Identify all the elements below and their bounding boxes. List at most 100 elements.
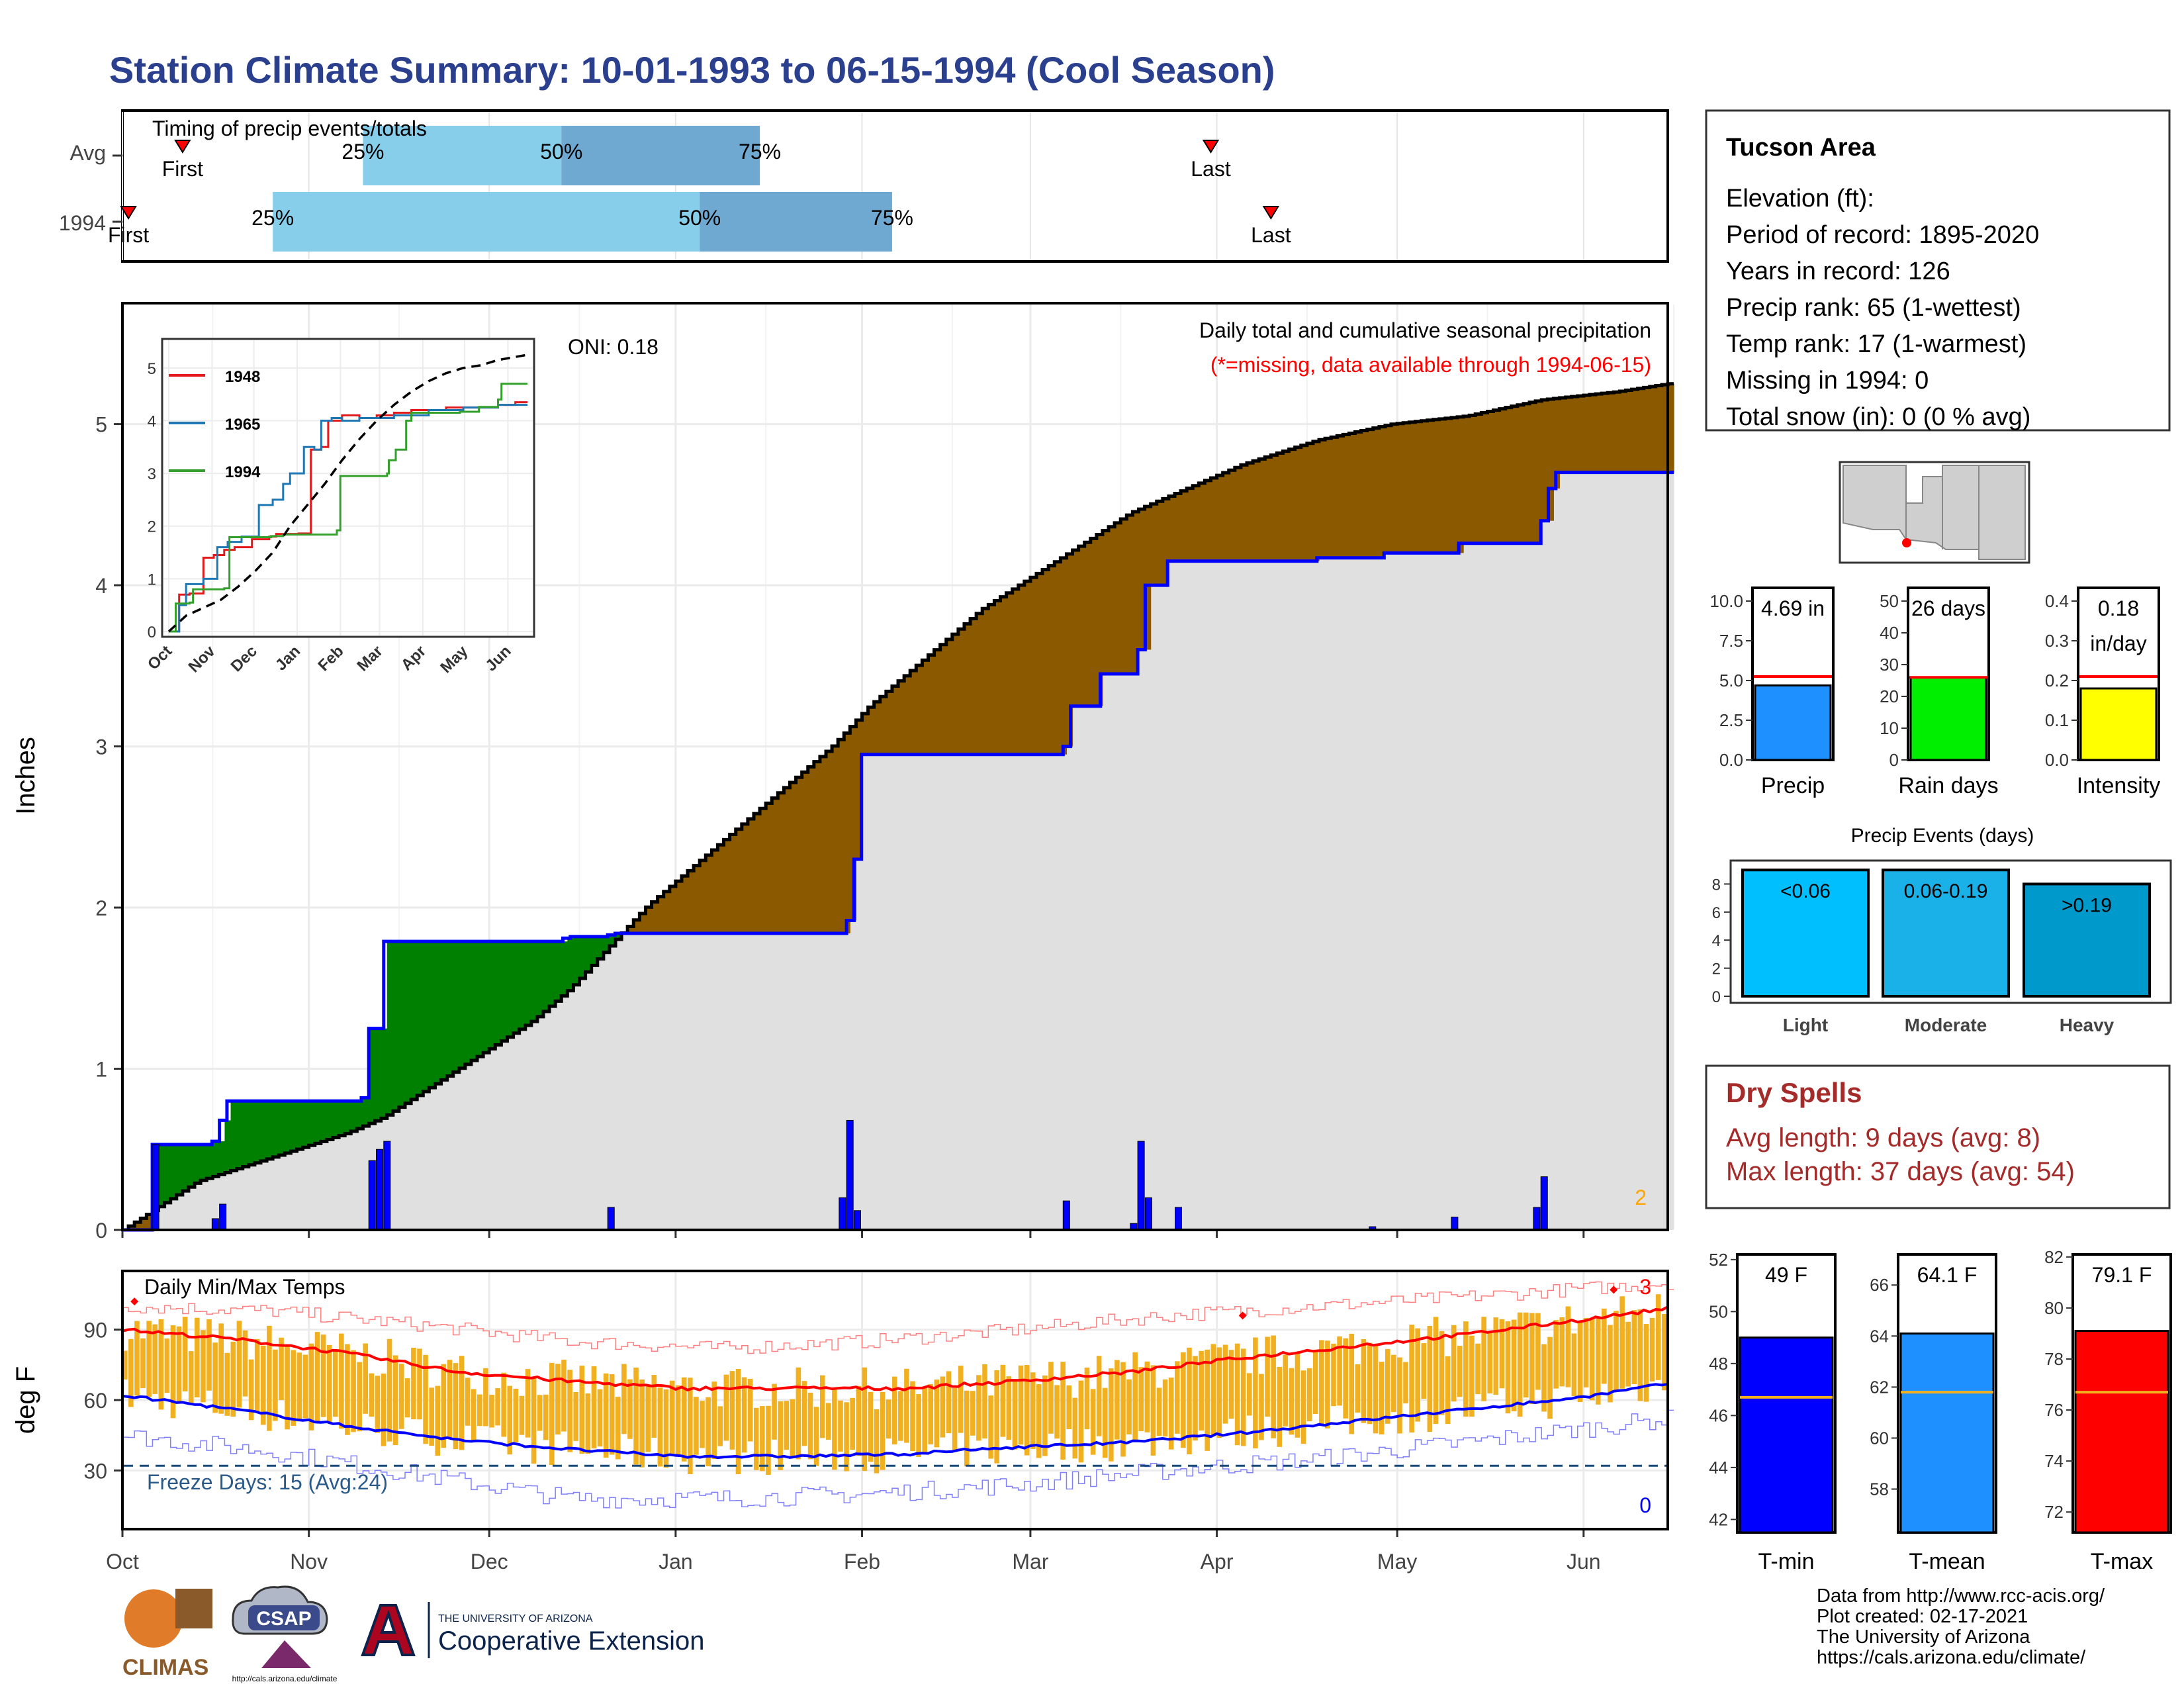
event-bar-label: <0.06 — [1780, 880, 1831, 902]
precip-panel: 0 1 2 3 4 5 Inches Daily total and cumulative… — [11, 302, 1675, 1243]
event-tick-label: 6 — [1712, 904, 1721, 922]
surplus-fill — [218, 1141, 226, 1175]
summary-value-label: 49 F — [1765, 1263, 1807, 1287]
daily-temp-bar — [1547, 1336, 1553, 1419]
daily-temp-bar — [741, 1377, 747, 1453]
daily-temp-bar — [1565, 1306, 1571, 1387]
deficit-fill — [826, 751, 833, 933]
surplus-fill — [236, 1101, 244, 1169]
deficit-fill — [657, 896, 664, 933]
precip-ytick-label: 0 — [95, 1219, 107, 1243]
daily-temp-bar — [603, 1373, 609, 1458]
daily-precip-bar — [152, 1144, 159, 1231]
summary-tick-label: 66 — [1870, 1275, 1889, 1295]
surplus-fill — [459, 941, 466, 1068]
inset-ytick-label: 0 — [148, 624, 156, 641]
deficit-fill — [784, 787, 791, 933]
daily-temp-bar — [1234, 1343, 1240, 1446]
daily-temp-bar — [363, 1343, 369, 1414]
event-category-label: Heavy — [2060, 1015, 2115, 1035]
deficit-fill — [1048, 565, 1055, 755]
daily-temp-bar — [501, 1372, 506, 1437]
summary-bar-t-min — [1739, 1336, 1834, 1534]
surplus-fill — [188, 1144, 195, 1188]
daily-temp-bar — [1608, 1325, 1613, 1403]
deficit-fill — [880, 696, 887, 755]
deficit-fill — [1247, 463, 1253, 561]
event-category-label: Light — [1783, 1015, 1828, 1035]
surplus-fill — [302, 1101, 310, 1148]
summary-tick-label: 48 — [1709, 1354, 1728, 1374]
daily-temp-bar — [152, 1324, 158, 1394]
timing-panel: 25% 50% 75% First Last 25% 50% 75% First Last Tim… — [59, 109, 1669, 263]
deficit-fill — [753, 814, 760, 933]
temp-month-label: May — [1377, 1550, 1417, 1573]
deficit-fill — [801, 772, 809, 933]
timing-pct-label: 75% — [871, 206, 913, 230]
daily-temp-bar — [164, 1338, 170, 1393]
deficit-fill — [1150, 504, 1158, 586]
daily-temp-bar — [314, 1332, 320, 1423]
deficit-fill — [1451, 417, 1458, 553]
deficit-fill — [1277, 453, 1284, 561]
summary-tick-label: 0.1 — [2045, 710, 2069, 730]
daily-temp-bar — [1259, 1374, 1264, 1440]
timing-pct-label: 50% — [540, 140, 582, 164]
daily-temp-bar — [1174, 1361, 1180, 1434]
deficit-fill — [886, 691, 893, 755]
surplus-fill — [212, 1141, 219, 1177]
daily-temp-bar — [891, 1376, 897, 1445]
info-line: Years in record: 126 — [1726, 258, 1950, 285]
surplus-fill — [561, 941, 568, 996]
daily-temp-bar — [519, 1395, 525, 1435]
daily-temp-bar — [1661, 1313, 1667, 1391]
daily-temp-bar — [621, 1364, 627, 1434]
deficit-fill — [807, 767, 815, 933]
daily-precip-bar — [211, 1218, 219, 1231]
deficit-fill — [1120, 518, 1127, 674]
deficit-fill — [1499, 408, 1506, 543]
deficit-fill — [747, 818, 754, 933]
surplus-fill — [567, 938, 574, 991]
deficit-fill — [1132, 511, 1140, 674]
summary-value-label: 79.1 F — [2092, 1263, 2152, 1287]
surplus-fill — [345, 1101, 351, 1134]
daily-temp-bar — [1331, 1343, 1336, 1407]
deficit-fill — [1337, 436, 1343, 558]
daily-temp-bar — [934, 1380, 940, 1448]
daily-temp-bar — [1240, 1348, 1246, 1446]
deficit-fill — [1668, 383, 1674, 473]
daily-temp-bar — [1343, 1338, 1348, 1419]
logos: CLIMAS CSAP http://cals.arizona.edu/clim… — [122, 1585, 704, 1683]
summary-tick-label: 0.2 — [2045, 671, 2069, 690]
daily-temp-bar — [140, 1338, 146, 1389]
daily-temp-bar — [158, 1319, 164, 1410]
daily-temp-bar — [1439, 1331, 1445, 1415]
deficit-fill — [723, 839, 731, 933]
deficit-fill — [1409, 422, 1416, 553]
deficit-fill — [850, 726, 857, 921]
surplus-fill — [435, 941, 442, 1084]
deficit-fill — [729, 834, 737, 933]
daily-temp-bar — [910, 1381, 915, 1452]
precip-ytick-label: 5 — [95, 413, 107, 437]
deficit-fill — [134, 1222, 141, 1230]
deficit-fill — [1505, 407, 1512, 543]
deficit-fill — [1156, 501, 1163, 586]
deficit-fill — [1283, 451, 1290, 561]
daily-temp-bar — [1126, 1379, 1132, 1434]
record-min-line — [122, 1409, 1674, 1509]
daily-temp-bar — [717, 1406, 723, 1446]
surplus-fill — [206, 1144, 213, 1179]
daily-temp-bar — [904, 1368, 909, 1443]
deficit-fill — [1343, 434, 1350, 558]
summary-tick-label: 82 — [2044, 1247, 2064, 1267]
deficit-fill — [1529, 402, 1536, 543]
daily-temp-bar — [1115, 1360, 1120, 1440]
temp-month-label: Oct — [106, 1550, 139, 1573]
deficit-fill — [1109, 526, 1115, 674]
deficit-fill — [1295, 447, 1302, 561]
page-title: Station Climate Summary: 10-01-1993 to 0… — [109, 49, 1275, 91]
daily-temp-bar — [1144, 1361, 1150, 1432]
daily-temp-bar — [669, 1380, 675, 1455]
